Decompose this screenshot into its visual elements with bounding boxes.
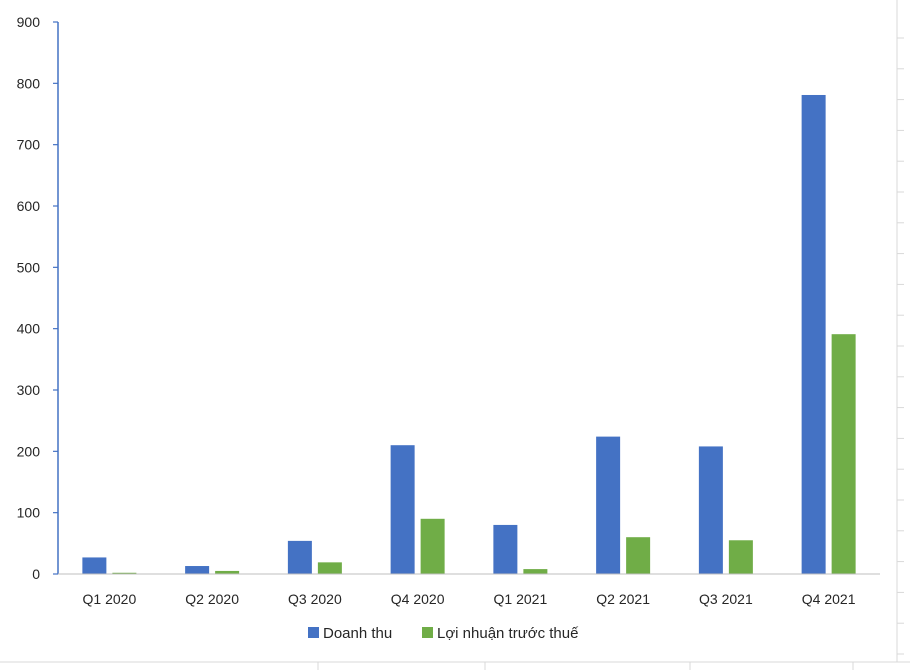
legend-swatch	[308, 627, 319, 638]
y-tick-label: 400	[17, 321, 41, 337]
bar-loi-nhuan	[317, 562, 342, 574]
x-tick-label: Q3 2020	[288, 591, 342, 607]
bar-doanh-thu	[82, 557, 107, 574]
x-axis-ticks: Q1 2020 Q2 2020 Q3 2020 Q4 2020 Q1 2021 Q2 20…	[58, 573, 880, 607]
legend-swatch	[422, 627, 433, 638]
y-tick-label: 0	[32, 566, 40, 582]
x-tick-label: Q2 2021	[596, 591, 650, 607]
bar-doanh-thu	[185, 566, 210, 574]
legend: Doanh thu Lợi nhuận trước thuế	[308, 625, 579, 642]
legend-label: Doanh thu	[323, 625, 392, 642]
bar-doanh-thu	[801, 94, 826, 574]
y-tick-label: 300	[17, 382, 41, 398]
bar-doanh-thu	[287, 540, 312, 574]
y-tick-label: 100	[17, 505, 41, 521]
bar-loi-nhuan	[728, 540, 753, 574]
y-tick-label: 800	[17, 75, 41, 91]
y-tick-label: 200	[17, 443, 41, 459]
bar-loi-nhuan	[626, 537, 651, 574]
y-tick-label: 900	[17, 14, 41, 30]
bar-doanh-thu	[493, 524, 518, 574]
bar-loi-nhuan	[215, 570, 240, 574]
bars	[82, 94, 856, 574]
x-tick-label: Q3 2021	[699, 591, 753, 607]
x-tick-label: Q4 2021	[802, 591, 856, 607]
legend-label: Lợi nhuận trước thuế	[437, 625, 579, 642]
x-tick-label: Q1 2021	[494, 591, 548, 607]
x-tick-label: Q1 2020	[83, 591, 137, 607]
bar-loi-nhuan	[523, 569, 548, 574]
bar-doanh-thu	[596, 436, 621, 574]
y-axis-ticks: 0 100 200 300 400 500 600 700 800 900	[17, 14, 59, 582]
y-tick-label: 600	[17, 198, 41, 214]
bar-loi-nhuan	[831, 334, 856, 574]
bar-doanh-thu	[390, 445, 415, 574]
bar-loi-nhuan	[112, 572, 137, 574]
x-tick-label: Q2 2020	[185, 591, 239, 607]
y-tick-label: 700	[17, 137, 41, 153]
bar-loi-nhuan	[420, 518, 445, 574]
bar-doanh-thu	[698, 446, 723, 574]
x-tick-label: Q4 2020	[391, 591, 445, 607]
y-tick-label: 500	[17, 259, 41, 275]
